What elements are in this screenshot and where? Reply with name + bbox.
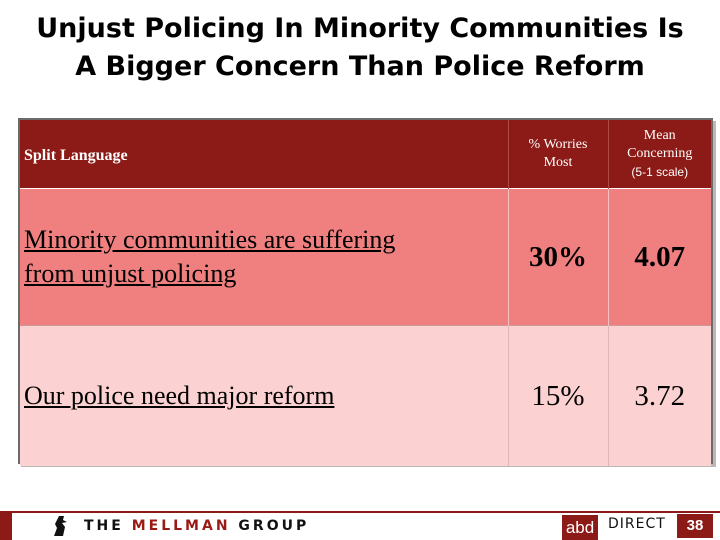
- header-worries-most: % Worries Most: [507, 120, 608, 189]
- header-mean-scale: (5-1 scale): [631, 165, 689, 179]
- title-line-2: A Bigger Concern Than Police Reform: [75, 51, 645, 82]
- wizard-figure-icon: [54, 516, 67, 536]
- row-statement-line-2: from unjust policing: [24, 259, 237, 288]
- header-split-language: Split Language: [20, 120, 508, 189]
- logo-group: GROUP: [238, 518, 310, 534]
- header-worries-line-2: Most: [543, 155, 573, 170]
- direct-label: DIRECT: [608, 516, 666, 532]
- page-number: 38: [677, 514, 713, 538]
- table-row: Our police need major reform 15% 3.72: [20, 325, 711, 466]
- row-statement: Minority communities are suffering from …: [20, 188, 508, 326]
- row-statement: Our police need major reform: [20, 325, 508, 466]
- slide-title: Unjust Policing In Minority Communities …: [0, 10, 720, 86]
- mellman-group-logo: THE MELLMAN GROUP: [50, 514, 309, 538]
- logo-mellman: MELLMAN: [131, 518, 231, 534]
- header-mean-line-1: Mean: [643, 128, 676, 143]
- logo-wordmark: THE MELLMAN GROUP: [84, 518, 309, 534]
- table-row: Minority communities are suffering from …: [20, 188, 711, 326]
- header-worries-line-1: % Worries: [528, 137, 588, 152]
- row-mean-concerning: 4.07: [607, 188, 711, 326]
- row-mean-concerning: 3.72: [607, 325, 711, 466]
- results-table: Split Language % Worries Most Mean Conce…: [20, 120, 711, 466]
- header-mean-line-2: Concerning: [627, 146, 693, 161]
- logo-the: THE: [84, 518, 124, 534]
- row-statement-line-1: Minority communities are suffering: [24, 225, 396, 254]
- table-header-row: Split Language % Worries Most Mean Conce…: [20, 120, 711, 189]
- row-pct-worries: 30%: [507, 188, 608, 326]
- abd-logo: abd: [562, 515, 598, 540]
- header-mean-concerning: Mean Concerning (5-1 scale): [607, 120, 711, 189]
- footer-divider: [10, 511, 720, 513]
- title-line-1: Unjust Policing In Minority Communities …: [36, 13, 684, 44]
- row-pct-worries: 15%: [507, 325, 608, 466]
- footer-accent-block: [0, 511, 12, 540]
